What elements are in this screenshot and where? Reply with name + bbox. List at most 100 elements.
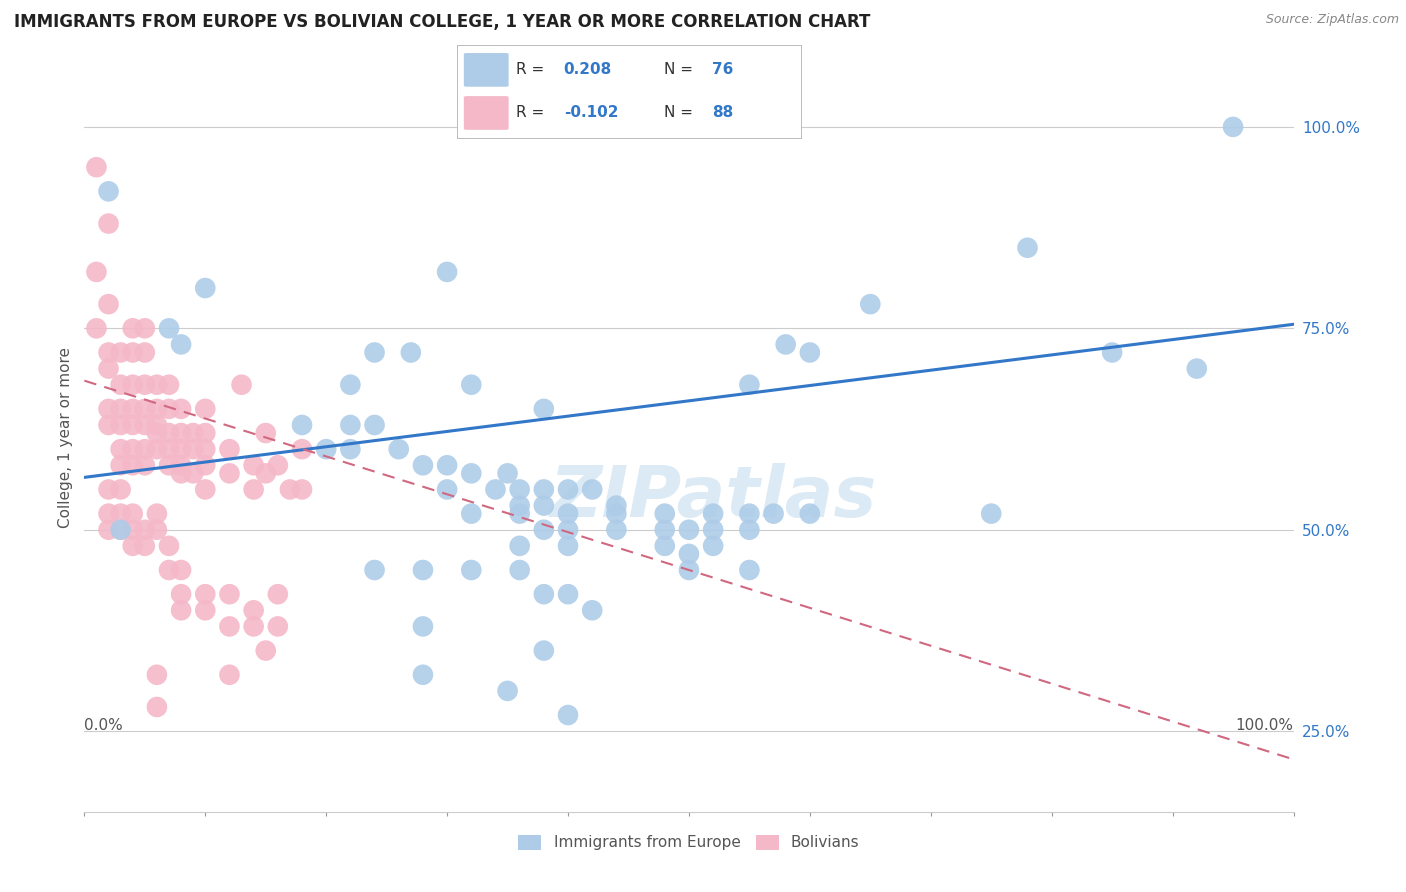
Point: [134, 401, 156, 416]
Point: [267, 619, 290, 633]
Point: [738, 563, 761, 577]
Text: N =: N =: [664, 62, 697, 78]
Point: [1222, 120, 1244, 134]
Point: [509, 539, 531, 553]
Point: [194, 458, 217, 473]
Point: [738, 523, 761, 537]
Point: [110, 523, 132, 537]
Point: [97, 297, 120, 311]
Text: 0.0%: 0.0%: [84, 718, 124, 733]
Point: [242, 603, 264, 617]
Point: [121, 321, 143, 335]
Point: [170, 401, 193, 416]
Point: [775, 337, 797, 351]
Point: [605, 507, 627, 521]
Point: [412, 458, 434, 473]
Point: [231, 377, 253, 392]
Point: [146, 377, 169, 392]
Point: [278, 483, 301, 497]
Point: [509, 483, 531, 497]
Point: [146, 507, 169, 521]
Point: [170, 467, 193, 481]
Point: [533, 523, 555, 537]
Point: [134, 417, 156, 432]
Point: [170, 587, 193, 601]
Point: [97, 361, 120, 376]
Point: [157, 377, 180, 392]
Point: [509, 499, 531, 513]
Point: [412, 563, 434, 577]
Point: [291, 442, 314, 457]
Point: [121, 345, 143, 359]
Text: 76: 76: [711, 62, 734, 78]
Point: [134, 442, 156, 457]
Point: [110, 401, 132, 416]
Point: [762, 507, 785, 521]
Point: [110, 345, 132, 359]
Point: [86, 265, 108, 279]
Point: [97, 483, 120, 497]
Point: [654, 523, 676, 537]
Point: [412, 667, 434, 681]
Point: [738, 507, 761, 521]
Point: [97, 345, 120, 359]
Point: [121, 442, 143, 457]
Point: [315, 442, 337, 457]
Point: [533, 483, 555, 497]
Point: [557, 587, 579, 601]
FancyBboxPatch shape: [464, 96, 509, 130]
Point: [581, 603, 603, 617]
Point: [581, 483, 603, 497]
Point: [146, 442, 169, 457]
Point: [110, 483, 132, 497]
Point: [121, 401, 143, 416]
Point: [121, 523, 143, 537]
Point: [194, 442, 217, 457]
Point: [460, 563, 482, 577]
Point: [157, 563, 180, 577]
Point: [134, 458, 156, 473]
Point: [254, 643, 277, 657]
Point: [363, 417, 385, 432]
Point: [533, 587, 555, 601]
Text: Source: ZipAtlas.com: Source: ZipAtlas.com: [1265, 13, 1399, 27]
Point: [218, 619, 240, 633]
Point: [97, 523, 120, 537]
FancyBboxPatch shape: [464, 53, 509, 87]
Point: [509, 507, 531, 521]
Point: [484, 483, 506, 497]
Point: [97, 217, 120, 231]
Point: [436, 458, 458, 473]
Point: [557, 507, 579, 521]
Point: [399, 345, 422, 359]
Point: [557, 708, 579, 723]
Text: R =: R =: [516, 62, 548, 78]
Point: [557, 539, 579, 553]
Point: [97, 185, 120, 199]
Point: [1185, 361, 1208, 376]
Point: [170, 442, 193, 457]
Point: [97, 507, 120, 521]
Point: [194, 281, 217, 295]
Point: [267, 587, 290, 601]
Point: [1101, 345, 1123, 359]
Point: [110, 377, 132, 392]
Text: R =: R =: [516, 104, 548, 120]
Point: [110, 507, 132, 521]
Text: N =: N =: [664, 104, 697, 120]
Point: [702, 523, 724, 537]
Point: [509, 563, 531, 577]
Point: [170, 603, 193, 617]
Point: [110, 417, 132, 432]
Point: [181, 425, 204, 440]
Point: [134, 523, 156, 537]
Point: [799, 507, 821, 521]
Point: [134, 377, 156, 392]
Point: [363, 563, 385, 577]
Text: 100.0%: 100.0%: [1236, 718, 1294, 733]
Point: [121, 377, 143, 392]
Point: [170, 337, 193, 351]
Point: [1017, 241, 1039, 255]
Point: [291, 417, 314, 432]
Point: [121, 417, 143, 432]
